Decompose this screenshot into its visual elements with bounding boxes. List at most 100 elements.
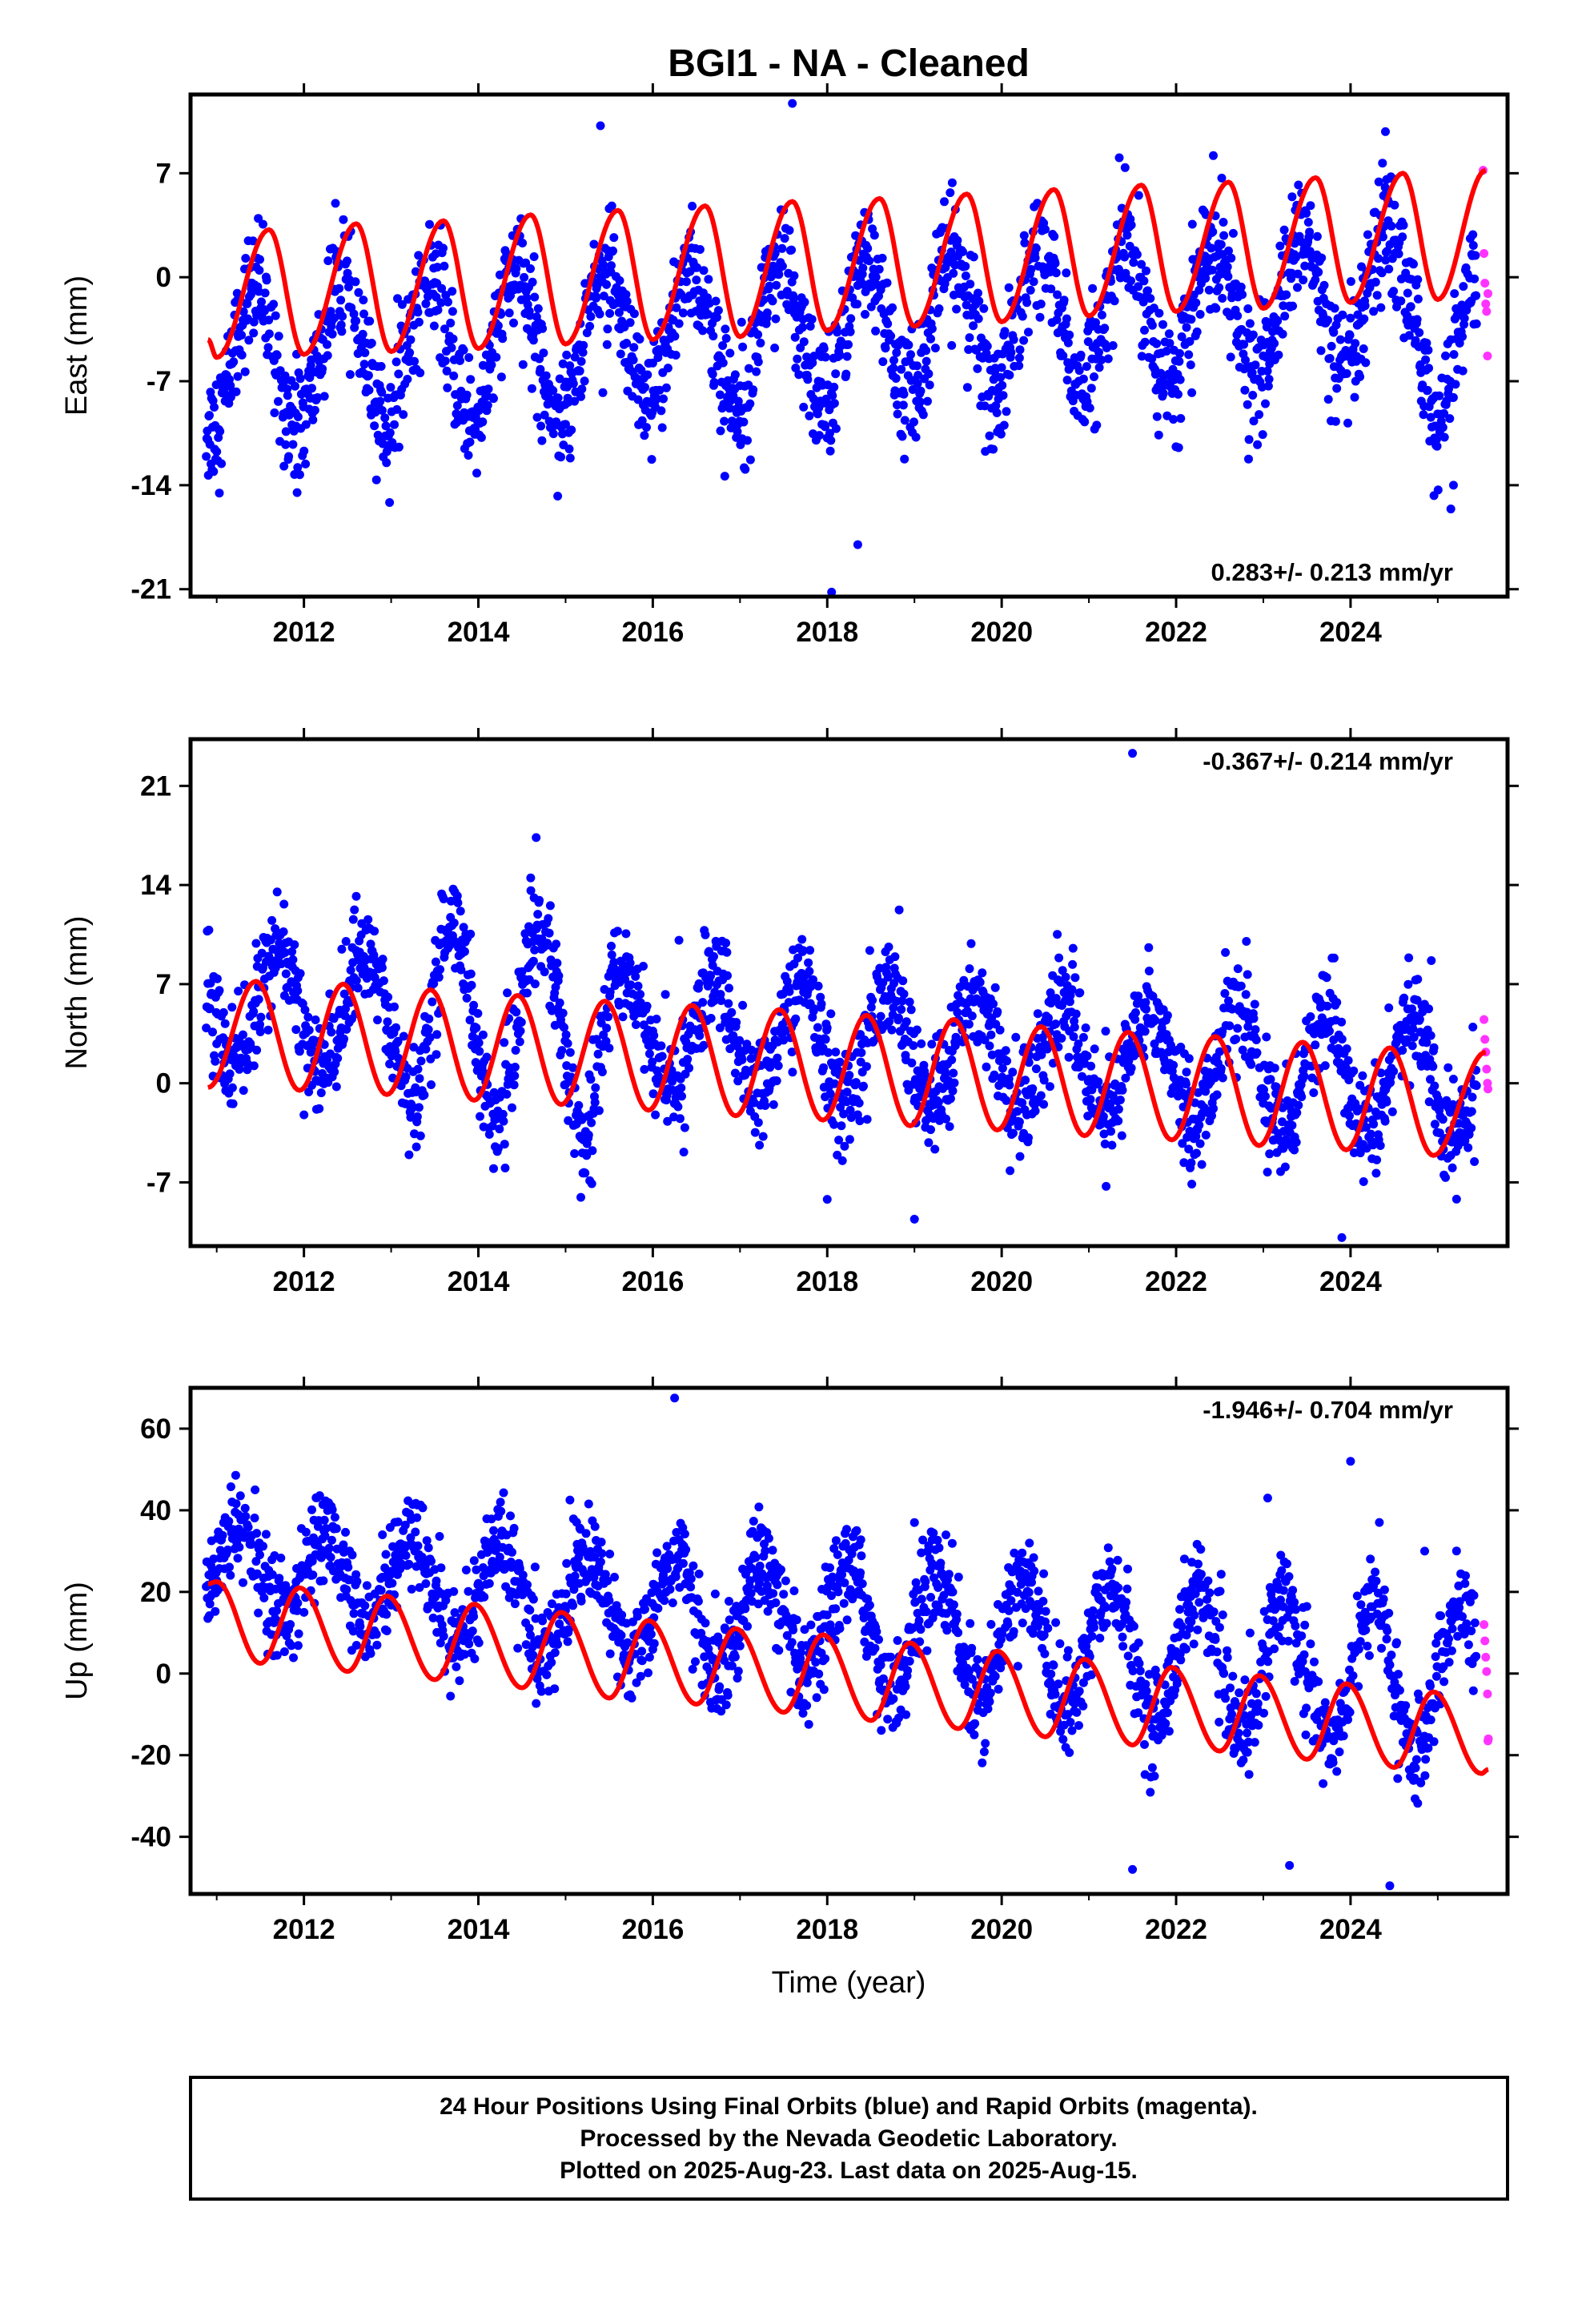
- north-final-point: [1337, 1017, 1347, 1027]
- east-final-point: [1299, 275, 1308, 285]
- north-final-point: [1001, 1046, 1010, 1055]
- east-final-point: [530, 292, 540, 302]
- east-final-point: [998, 391, 1008, 400]
- east-final-point: [621, 290, 631, 300]
- north-final-point: [1094, 1077, 1103, 1087]
- north-final-point: [412, 1112, 422, 1121]
- north-final-point: [391, 1047, 400, 1056]
- north-final-point: [303, 1012, 313, 1022]
- north-final-point: [279, 899, 289, 909]
- north-final-point: [1409, 1032, 1419, 1042]
- north-final-point: [1067, 985, 1077, 995]
- north-final-point: [797, 935, 807, 944]
- up-y-tick-label: -20: [130, 1740, 171, 1771]
- north-final-point: [540, 967, 549, 977]
- east-final-point: [930, 344, 940, 353]
- east-final-point: [349, 309, 359, 319]
- up-final-point: [276, 1554, 286, 1562]
- up-final-point: [349, 1609, 359, 1618]
- north-final-point: [1201, 1130, 1211, 1140]
- north-final-point: [427, 1080, 436, 1089]
- north-final-point: [1126, 1063, 1136, 1073]
- north-final-point: [1227, 1004, 1237, 1014]
- east-final-point: [262, 275, 271, 285]
- east-final-point: [585, 321, 595, 331]
- east-final-point: [1030, 253, 1040, 263]
- north-final-point: [299, 1110, 309, 1120]
- north-final-point: [607, 950, 616, 959]
- up-final-point: [293, 1598, 303, 1608]
- north-final-point: [924, 1138, 934, 1148]
- east-final-point: [592, 293, 600, 303]
- east-final-point: [974, 288, 982, 298]
- up-final-point: [342, 1585, 351, 1594]
- east-final-point: [1439, 432, 1449, 442]
- north-final-point: [965, 964, 974, 974]
- east-final-point: [1241, 356, 1250, 365]
- up-final-point: [488, 1557, 497, 1566]
- up-final-point: [387, 1578, 397, 1588]
- north-final-point: [845, 1135, 854, 1144]
- north-final-point: [673, 1102, 683, 1112]
- north-final-point: [279, 927, 288, 936]
- east-final-point: [771, 314, 781, 324]
- north-final-point: [1359, 1177, 1368, 1186]
- north-final-point: [1144, 943, 1154, 952]
- north-final-point: [1121, 1073, 1130, 1083]
- north-final-point: [482, 1052, 492, 1062]
- north-final-point: [424, 1014, 434, 1023]
- north-y-tick-label: 0: [156, 1068, 171, 1100]
- north-final-point: [281, 969, 291, 979]
- north-final-point: [467, 980, 476, 990]
- east-final-point: [1424, 364, 1433, 373]
- north-final-point: [432, 1050, 441, 1059]
- north-final-point: [330, 1068, 339, 1076]
- east-final-point: [545, 394, 555, 404]
- up-final-point: [510, 1599, 520, 1609]
- up-final-point: [275, 1574, 284, 1583]
- east-final-point: [1192, 327, 1202, 336]
- north-final-point: [618, 1012, 628, 1022]
- east-final-point: [637, 416, 647, 425]
- east-final-point: [1255, 410, 1264, 420]
- up-y-tick-label: -40: [130, 1822, 171, 1853]
- north-y-tick-label: -7: [147, 1167, 171, 1198]
- up-final-point: [293, 1641, 303, 1651]
- east-final-point: [570, 352, 580, 362]
- east-final-point: [1186, 360, 1195, 370]
- up-y-tick-label: 20: [140, 1577, 171, 1608]
- north-final-point: [1218, 1073, 1227, 1083]
- up-final-point: [513, 1643, 523, 1653]
- north-final-point: [842, 1088, 852, 1097]
- east-final-point: [608, 246, 617, 255]
- up-final-point: [446, 1691, 456, 1701]
- north-final-point: [612, 927, 622, 936]
- north-final-point: [516, 1026, 525, 1035]
- east-final-point: [699, 266, 709, 275]
- east-final-point: [861, 310, 869, 319]
- north-final-point: [1429, 1043, 1439, 1052]
- east-final-point: [1460, 314, 1469, 323]
- east-final-point: [526, 264, 535, 273]
- up-final-point: [251, 1557, 261, 1566]
- north-final-point: [561, 1030, 571, 1039]
- east-final-point: [693, 263, 701, 272]
- north-final-point: [1430, 1120, 1439, 1129]
- up-final-point: [347, 1550, 357, 1560]
- east-final-point: [1035, 312, 1045, 322]
- east-y-tick-label: 7: [156, 158, 171, 189]
- east-final-point: [1371, 277, 1380, 287]
- north-final-point: [1039, 1076, 1049, 1085]
- east-final-point: [828, 391, 837, 400]
- east-final-point: [343, 268, 352, 278]
- east-final-point: [739, 417, 749, 427]
- east-final-point: [865, 256, 874, 266]
- east-final-point: [405, 348, 415, 357]
- east-final-point: [498, 334, 508, 344]
- north-final-point: [459, 923, 468, 932]
- east-final-point: [709, 378, 719, 387]
- east-final-point: [240, 367, 250, 376]
- north-final-point: [1129, 1051, 1138, 1060]
- east-final-point: [446, 318, 456, 328]
- east-final-point: [1423, 345, 1433, 355]
